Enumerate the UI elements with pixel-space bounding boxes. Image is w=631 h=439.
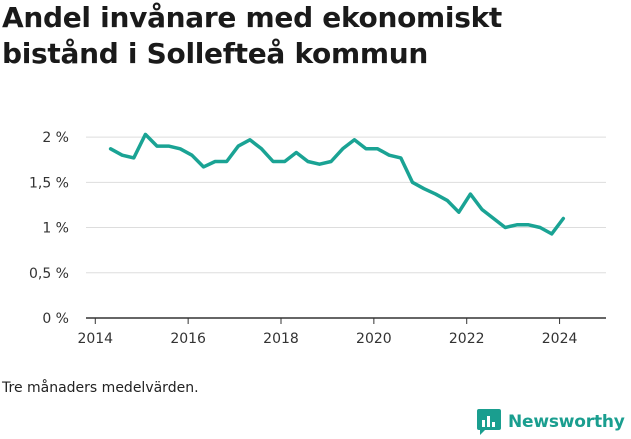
grid-lines bbox=[86, 136, 606, 274]
bar-chart-icon bbox=[477, 409, 501, 435]
x-axis-labels: 2014 2016 2018 2020 2022 2024 bbox=[77, 331, 577, 347]
x-tick-label: 2018 bbox=[263, 331, 299, 347]
x-tick-label: 2024 bbox=[542, 331, 578, 347]
chart-note: Tre månaders medelvärden. bbox=[2, 380, 199, 396]
y-tick-label: 0 % bbox=[42, 311, 69, 327]
x-tick-label: 2022 bbox=[449, 331, 485, 347]
series-line bbox=[108, 132, 566, 236]
y-tick-label: 1,5 % bbox=[29, 175, 69, 191]
x-tick-label: 2014 bbox=[77, 331, 113, 347]
y-axis-labels: 0 % 0,5 % 1 % 1,5 % 2 % bbox=[29, 130, 69, 327]
y-tick-label: 0,5 % bbox=[29, 266, 69, 282]
chart-title: Andel invånare med ekonomiskt bistånd i … bbox=[2, 1, 503, 70]
brand-name: Newsworthy bbox=[508, 412, 625, 432]
x-tick-label: 2016 bbox=[170, 331, 206, 347]
x-axis bbox=[86, 317, 606, 324]
y-tick-label: 2 % bbox=[42, 130, 69, 146]
series-layer bbox=[108, 132, 566, 236]
y-tick-label: 1 % bbox=[42, 221, 69, 237]
x-tick-label: 2020 bbox=[356, 331, 392, 347]
newsworthy-logo[interactable]: Newsworthy bbox=[476, 408, 625, 436]
